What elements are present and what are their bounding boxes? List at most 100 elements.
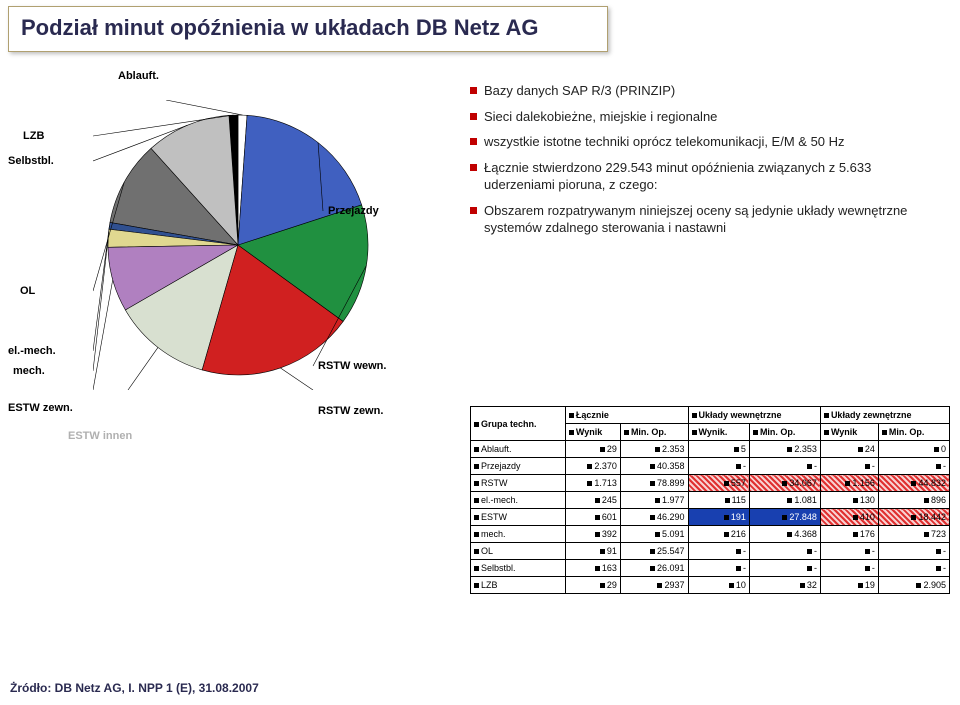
th-sub: Wynik (820, 424, 878, 441)
cell: 557 (688, 475, 749, 492)
cell: - (688, 560, 749, 577)
bullet-item: Łącznie stwierdzono 229.543 minut opóźni… (470, 159, 930, 194)
cell: 25.547 (620, 543, 688, 560)
cell: 601 (565, 509, 620, 526)
cell: - (878, 543, 949, 560)
pie-label: LZB (23, 130, 44, 142)
th-wewn: Układy wewnętrzne (688, 407, 820, 424)
page-title: Podział minut opóźnienia w układach DB N… (21, 15, 595, 41)
cell: 2.905 (878, 577, 949, 594)
source-footer: Żródło: DB Netz AG, I. NPP 1 (E), 31.08.… (10, 681, 259, 695)
cell: 26.091 (620, 560, 688, 577)
cell: 40.358 (620, 458, 688, 475)
pie-chart: Ablauft. LZB Selbstbl. OL el.-mech. mech. ESTW… (8, 70, 458, 440)
cell: 191 (688, 509, 749, 526)
row-label: mech. (471, 526, 566, 543)
row-label: Selbstbl. (471, 560, 566, 577)
cell: 44.832 (878, 475, 949, 492)
cell: 2.353 (749, 441, 820, 458)
cell: 245 (565, 492, 620, 509)
th-zewn: Układy zewnętrzne (820, 407, 949, 424)
table-row: Ablauft.292.35352.353240 (471, 441, 950, 458)
th-sub: Min. Op. (620, 424, 688, 441)
cell: 5 (688, 441, 749, 458)
bullet-list: Bazy danych SAP R/3 (PRINZIP) Sieci dale… (470, 82, 930, 245)
cell: 5.091 (620, 526, 688, 543)
pie-label: el.-mech. (8, 345, 56, 357)
th-grupa: Grupa techn. (471, 407, 566, 441)
row-label: OL (471, 543, 566, 560)
pie-label: ESTW zewn. (8, 402, 73, 414)
cell: - (878, 458, 949, 475)
cell: 410 (820, 509, 878, 526)
bullet-item: Sieci dalekobieżne, miejskie i regionaln… (470, 108, 930, 126)
cell: 2937 (620, 577, 688, 594)
th-sub: Min. Op. (878, 424, 949, 441)
cell: - (820, 560, 878, 577)
cell: 392 (565, 526, 620, 543)
table-row: ESTW60146.29019127.84841018.442 (471, 509, 950, 526)
bullet-item: Obszarem rozpatrywanym niniejszej oceny … (470, 202, 930, 237)
data-table: Grupa techn. Łącznie Układy wewnętrzne U… (470, 406, 950, 594)
cell: 78.899 (620, 475, 688, 492)
bullet-item: Bazy danych SAP R/3 (PRINZIP) (470, 82, 930, 100)
pie-label: OL (20, 285, 35, 297)
pie-label: Przejazdy (328, 205, 379, 217)
cell: - (878, 560, 949, 577)
cell: 1.977 (620, 492, 688, 509)
cell: 0 (878, 441, 949, 458)
row-label: Ablauft. (471, 441, 566, 458)
th-sub: Min. Op. (749, 424, 820, 441)
table-row: Selbstbl.16326.091---- (471, 560, 950, 577)
cell: 2.370 (565, 458, 620, 475)
pie-svg (93, 100, 383, 390)
pie-label: RSTW wewn. (318, 360, 386, 372)
row-label: RSTW (471, 475, 566, 492)
row-label: Przejazdy (471, 458, 566, 475)
cell: - (688, 543, 749, 560)
cell: 2.353 (620, 441, 688, 458)
cell: 34.067 (749, 475, 820, 492)
cell: 130 (820, 492, 878, 509)
cell: 1.156 (820, 475, 878, 492)
cell: - (820, 458, 878, 475)
pie-label: RSTW zewn. (318, 405, 383, 417)
table-row: LZB2929371032192.905 (471, 577, 950, 594)
row-label: ESTW (471, 509, 566, 526)
pie-label: Ablauft. (118, 70, 159, 82)
row-label: el.-mech. (471, 492, 566, 509)
table-row: el.-mech.2451.9771151.081130896 (471, 492, 950, 509)
table-row: RSTW1.71378.89955734.0671.15644.832 (471, 475, 950, 492)
cell: 29 (565, 441, 620, 458)
cell: - (749, 560, 820, 577)
cell: - (749, 543, 820, 560)
cell: - (688, 458, 749, 475)
cell: - (749, 458, 820, 475)
cell: 723 (878, 526, 949, 543)
cell: 46.290 (620, 509, 688, 526)
pie-label: Selbstbl. (8, 155, 54, 167)
cell: 18.442 (878, 509, 949, 526)
cell: 24 (820, 441, 878, 458)
cell: 1.081 (749, 492, 820, 509)
cell: 163 (565, 560, 620, 577)
th-sub: Wynik. (688, 424, 749, 441)
table-row: Przejazdy2.37040.358---- (471, 458, 950, 475)
cell: 216 (688, 526, 749, 543)
cell: 4.368 (749, 526, 820, 543)
cell: 91 (565, 543, 620, 560)
cell: 32 (749, 577, 820, 594)
bullet-item: wszystkie istotne techniki oprócz teleko… (470, 133, 930, 151)
row-label: LZB (471, 577, 566, 594)
cell: 1.713 (565, 475, 620, 492)
table-row: OL9125.547---- (471, 543, 950, 560)
table-header-row: Grupa techn. Łącznie Układy wewnętrzne U… (471, 407, 950, 424)
pie-label: mech. (13, 365, 45, 377)
th-sub: Wynik (565, 424, 620, 441)
cell: 115 (688, 492, 749, 509)
title-box: Podział minut opóźnienia w układach DB N… (8, 6, 608, 52)
cell: - (820, 543, 878, 560)
data-table-region: Grupa techn. Łącznie Układy wewnętrzne U… (470, 406, 950, 594)
table-row: mech.3925.0912164.368176723 (471, 526, 950, 543)
cell: 27.848 (749, 509, 820, 526)
